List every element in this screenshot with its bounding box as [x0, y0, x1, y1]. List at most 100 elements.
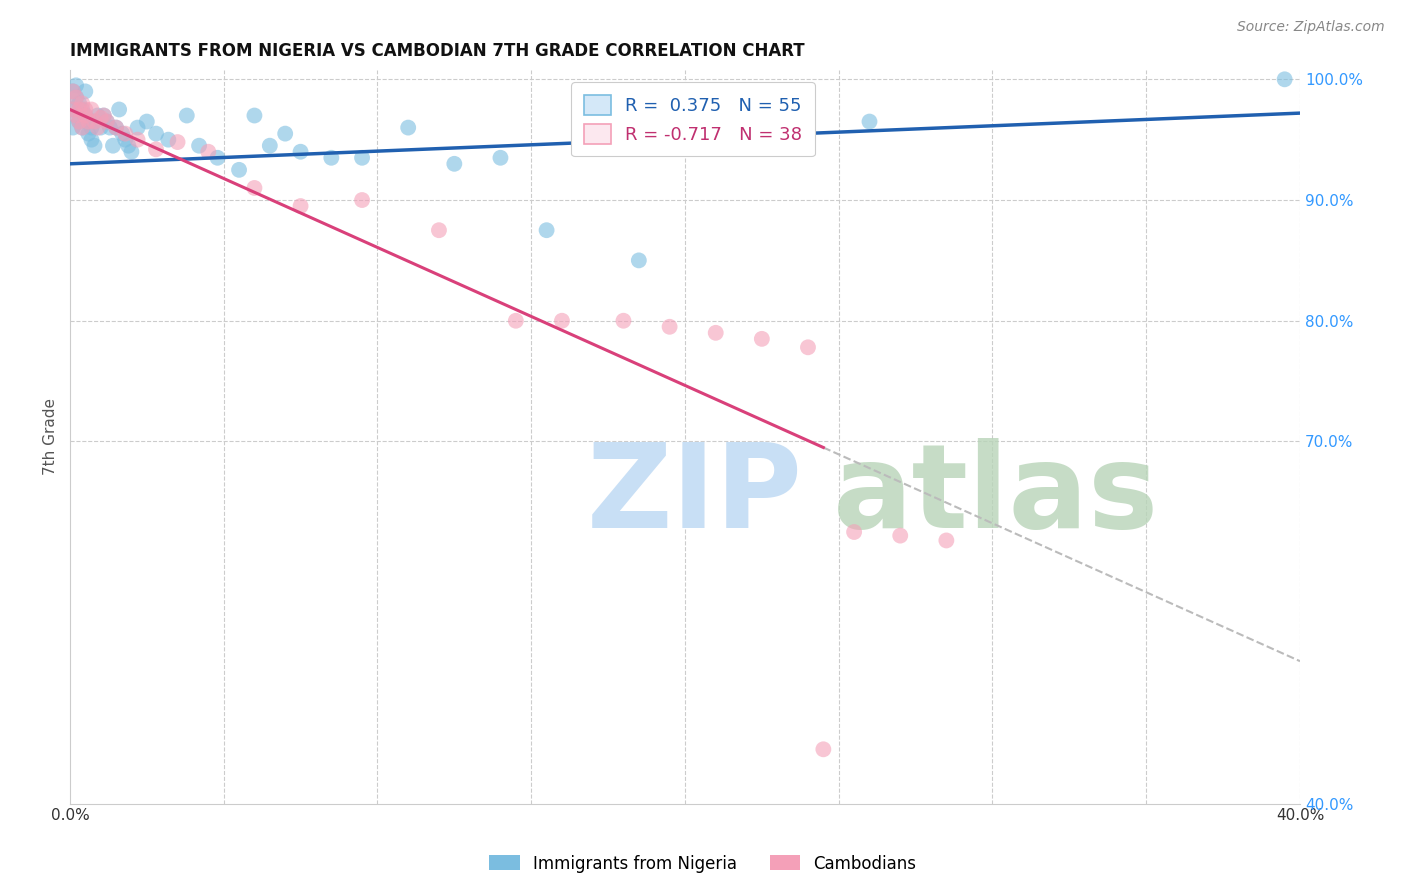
- Point: [782, 120, 804, 135]
- Point: [127, 133, 149, 147]
- Point: [427, 223, 450, 237]
- Point: [889, 528, 911, 542]
- Point: [120, 145, 142, 159]
- Point: [70, 96, 93, 111]
- Point: [108, 103, 131, 117]
- Point: [90, 111, 112, 125]
- Text: IMMIGRANTS FROM NIGERIA VS CAMBODIAN 7TH GRADE CORRELATION CHART: IMMIGRANTS FROM NIGERIA VS CAMBODIAN 7TH…: [70, 42, 804, 60]
- Point: [114, 127, 136, 141]
- Point: [751, 332, 773, 346]
- Point: [720, 133, 742, 147]
- Point: [62, 84, 84, 98]
- Point: [673, 120, 696, 135]
- Point: [75, 103, 97, 117]
- Point: [80, 133, 103, 147]
- Point: [77, 114, 100, 128]
- Point: [612, 314, 634, 328]
- Text: atlas: atlas: [832, 438, 1159, 553]
- Point: [352, 193, 374, 207]
- Point: [396, 120, 419, 135]
- Point: [70, 120, 93, 135]
- Point: [67, 103, 90, 117]
- Point: [188, 138, 211, 153]
- Point: [83, 138, 105, 153]
- Point: [62, 84, 84, 98]
- Point: [157, 133, 180, 147]
- Point: [62, 103, 84, 117]
- Text: Source: ZipAtlas.com: Source: ZipAtlas.com: [1237, 20, 1385, 34]
- Point: [443, 157, 465, 171]
- Point: [67, 114, 90, 128]
- Point: [65, 90, 87, 104]
- Point: [274, 127, 297, 141]
- Point: [62, 120, 84, 135]
- Legend: R =  0.375   N = 55, R = -0.717   N = 38: R = 0.375 N = 55, R = -0.717 N = 38: [571, 82, 815, 156]
- Point: [96, 114, 118, 128]
- Point: [111, 127, 134, 141]
- Point: [197, 145, 219, 159]
- Point: [77, 114, 100, 128]
- Point: [127, 120, 149, 135]
- Point: [105, 120, 128, 135]
- Point: [77, 127, 100, 141]
- Point: [93, 109, 115, 123]
- Point: [83, 114, 105, 128]
- Point: [704, 326, 727, 340]
- Point: [135, 114, 157, 128]
- Point: [62, 103, 84, 117]
- Point: [813, 742, 835, 756]
- Legend: Immigrants from Nigeria, Cambodians: Immigrants from Nigeria, Cambodians: [482, 848, 924, 880]
- Point: [86, 120, 108, 135]
- Point: [176, 109, 198, 123]
- Point: [80, 120, 103, 135]
- Point: [65, 109, 87, 123]
- Point: [551, 314, 574, 328]
- Point: [166, 135, 188, 149]
- Point: [105, 120, 128, 135]
- Point: [80, 103, 103, 117]
- Point: [145, 127, 167, 141]
- Point: [86, 109, 108, 123]
- Point: [582, 127, 605, 141]
- Point: [658, 319, 681, 334]
- Point: [290, 145, 312, 159]
- Point: [627, 253, 650, 268]
- Y-axis label: 7th Grade: 7th Grade: [44, 398, 58, 475]
- Point: [70, 103, 93, 117]
- Point: [489, 151, 512, 165]
- Text: ZIP: ZIP: [586, 438, 803, 553]
- Point: [93, 109, 115, 123]
- Point: [65, 109, 87, 123]
- Point: [67, 114, 90, 128]
- Point: [75, 109, 97, 123]
- Point: [321, 151, 343, 165]
- Point: [65, 90, 87, 104]
- Point: [117, 138, 139, 153]
- Point: [1274, 72, 1296, 87]
- Point: [858, 114, 880, 128]
- Point: [96, 114, 118, 128]
- Point: [243, 109, 266, 123]
- Point: [259, 138, 281, 153]
- Point: [70, 120, 93, 135]
- Point: [145, 142, 167, 156]
- Point: [114, 133, 136, 147]
- Point: [797, 340, 820, 354]
- Point: [67, 96, 90, 111]
- Point: [228, 162, 250, 177]
- Point: [243, 181, 266, 195]
- Point: [505, 314, 527, 328]
- Point: [65, 78, 87, 93]
- Point: [842, 524, 865, 539]
- Point: [536, 223, 558, 237]
- Point: [83, 114, 105, 128]
- Point: [290, 199, 312, 213]
- Point: [101, 138, 124, 153]
- Point: [75, 84, 97, 98]
- Point: [935, 533, 957, 548]
- Point: [90, 120, 112, 135]
- Point: [75, 109, 97, 123]
- Point: [207, 151, 229, 165]
- Point: [352, 151, 374, 165]
- Point: [98, 120, 121, 135]
